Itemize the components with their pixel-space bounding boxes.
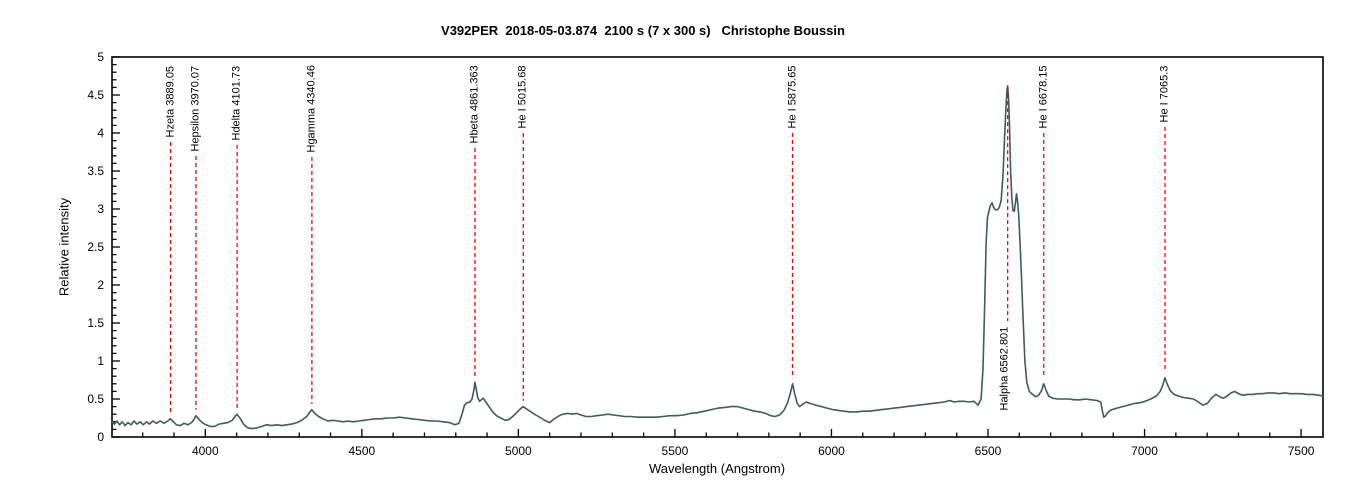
y-tick-label: 2 [97,277,104,292]
plot-border [111,56,1324,438]
x-tick-label: 7500 [1287,444,1315,458]
x-tick-label: 6500 [974,444,1002,458]
y-tick-label: 2.5 [87,239,104,254]
y-tick-label: 5 [97,49,104,64]
spectral-line-label: Hdelta 4101.73 [230,65,243,140]
spectrum-curve [111,85,1324,430]
spectral-line-label: He I 5875.65 [786,65,799,128]
y-tick-label: 0.5 [87,391,104,406]
x-tick-label: 6000 [818,444,845,458]
spectral-line-label: Halpha 6562.801 [998,326,1011,410]
spectral-line-label: He I 7065.3 [1158,65,1171,122]
y-tick-label: 3 [97,201,104,216]
x-tick-label: 4500 [348,444,376,458]
spectral-line-label: Hepsilon 3970.07 [189,65,202,151]
x-tick-label: 4000 [191,444,219,458]
spectral-line-label: Hzeta 3889.05 [164,65,177,137]
y-tick-label: 4.5 [87,87,104,102]
chart-title: V392PER 2018-05-03.874 2100 s (7 x 300 s… [441,23,845,38]
y-tick-label: 3.5 [87,163,104,178]
spectral-line-label: Hgamma 4340.46 [305,64,318,152]
y-tick-label: 4 [97,125,104,140]
y-tick-label: 1.5 [87,315,104,330]
y-tick-label: 0 [97,429,104,444]
x-tick-label: 7000 [1131,444,1158,458]
x-tick-label: 5000 [505,444,532,458]
spectral-line-label: He I 5015.68 [516,65,529,128]
spectral-line-label: Hbeta 4861.363 [468,64,481,143]
x-axis-label: Wavelength (Angstrom) [648,461,786,476]
y-tick-label: 1 [97,353,104,368]
spectral-line-label: He I 6678.15 [1037,65,1050,128]
x-tick-label: 5500 [661,444,689,458]
